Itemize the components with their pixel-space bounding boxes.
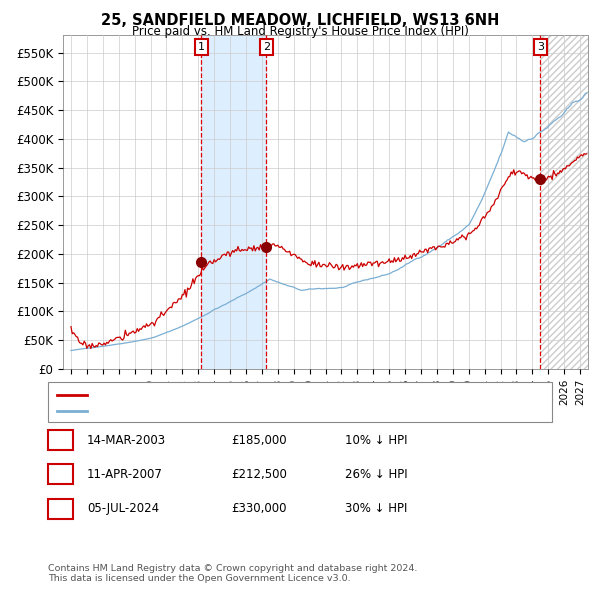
Text: Contains HM Land Registry data © Crown copyright and database right 2024.
This d: Contains HM Land Registry data © Crown c… <box>48 563 418 583</box>
Text: 3: 3 <box>57 502 64 515</box>
Text: Price paid vs. HM Land Registry's House Price Index (HPI): Price paid vs. HM Land Registry's House … <box>131 25 469 38</box>
Text: 3: 3 <box>537 42 544 52</box>
Text: 30% ↓ HPI: 30% ↓ HPI <box>345 502 407 515</box>
Text: 11-APR-2007: 11-APR-2007 <box>87 468 163 481</box>
Text: 1: 1 <box>198 42 205 52</box>
Text: 25, SANDFIELD MEADOW, LICHFIELD, WS13 6NH: 25, SANDFIELD MEADOW, LICHFIELD, WS13 6N… <box>101 13 499 28</box>
Text: 2: 2 <box>57 468 64 481</box>
Text: £330,000: £330,000 <box>231 502 287 515</box>
Text: 1: 1 <box>57 434 64 447</box>
Text: £212,500: £212,500 <box>231 468 287 481</box>
Text: 05-JUL-2024: 05-JUL-2024 <box>87 502 159 515</box>
Bar <box>541 35 588 369</box>
Text: 14-MAR-2003: 14-MAR-2003 <box>87 434 166 447</box>
Text: 25, SANDFIELD MEADOW, LICHFIELD, WS13 6NH (detached house): 25, SANDFIELD MEADOW, LICHFIELD, WS13 6N… <box>93 390 440 399</box>
Text: £185,000: £185,000 <box>231 434 287 447</box>
Text: 26% ↓ HPI: 26% ↓ HPI <box>345 468 407 481</box>
Text: 10% ↓ HPI: 10% ↓ HPI <box>345 434 407 447</box>
Text: 2: 2 <box>263 42 270 52</box>
Bar <box>202 35 266 369</box>
Text: HPI: Average price, detached house, Lichfield: HPI: Average price, detached house, Lich… <box>93 407 330 416</box>
